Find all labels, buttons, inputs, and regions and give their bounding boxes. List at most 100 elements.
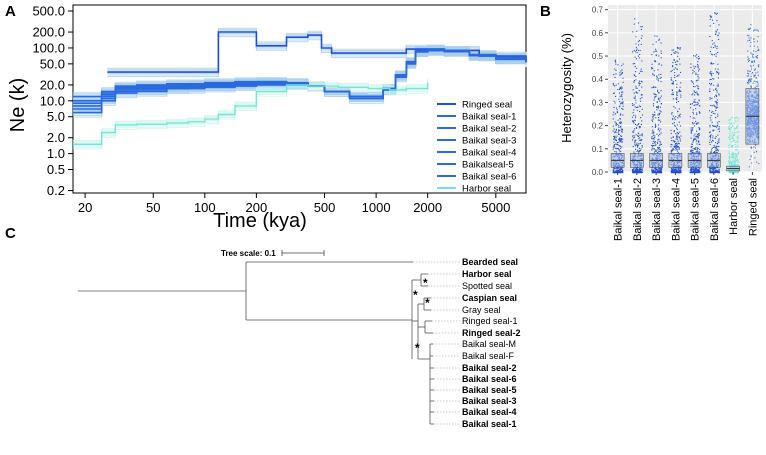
b-point <box>622 108 624 110</box>
b-point <box>632 168 634 170</box>
b-point <box>716 125 718 127</box>
b-point <box>637 41 639 43</box>
b-point <box>717 68 719 70</box>
b-point <box>730 141 732 143</box>
b-point <box>713 84 715 86</box>
b-point <box>616 140 618 142</box>
b-point <box>677 136 679 138</box>
b-point <box>695 151 697 153</box>
b-point <box>659 151 661 153</box>
b-point <box>732 152 734 154</box>
b-point <box>695 135 697 137</box>
b-point <box>613 100 615 102</box>
b-point <box>639 139 641 141</box>
b-point <box>676 99 678 101</box>
b-point <box>698 111 700 113</box>
b-point <box>640 28 642 30</box>
b-point <box>717 71 719 73</box>
b-point <box>671 144 673 146</box>
panel-b-letter: B <box>540 3 551 20</box>
b-point <box>734 160 736 162</box>
b-point <box>638 170 640 172</box>
b-point <box>639 50 641 52</box>
a-y-tick-label: 50.0 <box>40 56 65 71</box>
b-point <box>619 114 621 116</box>
b-point <box>674 140 676 142</box>
b-point <box>749 28 751 30</box>
b-point <box>635 92 637 94</box>
b-point <box>718 72 720 74</box>
b-point <box>651 138 653 140</box>
b-point <box>714 152 716 154</box>
b-point <box>690 168 692 170</box>
b-point <box>671 112 673 114</box>
b-point <box>654 111 656 113</box>
b-point <box>696 130 698 132</box>
b-point <box>751 68 753 70</box>
b-point <box>636 144 638 146</box>
b-point <box>635 46 637 48</box>
b-point <box>651 87 653 89</box>
b-point <box>709 51 711 53</box>
b-point <box>690 151 692 153</box>
b-point <box>734 160 736 162</box>
b-point <box>731 127 733 129</box>
b-point <box>618 92 620 94</box>
b-point <box>619 72 621 74</box>
b-point <box>651 167 653 169</box>
b-point <box>613 128 615 130</box>
tree-support-star-harbor: * <box>423 276 428 290</box>
b-point <box>718 172 720 174</box>
b-point <box>615 131 617 133</box>
b-point <box>692 122 694 124</box>
b-point <box>673 68 675 70</box>
b-point <box>693 167 695 169</box>
b-point <box>750 52 752 54</box>
b-point <box>718 38 720 40</box>
b-point <box>711 63 713 65</box>
b-point <box>710 152 712 154</box>
b-point <box>677 169 679 171</box>
b-point <box>676 94 678 96</box>
b-point <box>615 137 617 139</box>
b-point <box>674 125 676 127</box>
b-point <box>678 136 680 138</box>
b-point <box>634 172 636 174</box>
b-point <box>676 145 678 147</box>
b-point <box>635 58 637 60</box>
b-point <box>695 66 697 68</box>
b-point <box>620 170 622 172</box>
b-point <box>735 159 737 161</box>
b-point <box>620 113 622 115</box>
b-point <box>735 146 737 148</box>
b-point <box>631 103 633 105</box>
b-point <box>633 109 635 111</box>
b-point <box>717 150 719 152</box>
b-point <box>673 171 675 173</box>
b-point <box>757 85 759 87</box>
b-point <box>717 35 719 37</box>
a-legend-label: Baikal seal-3 <box>462 136 516 147</box>
b-point <box>670 132 672 134</box>
b-point <box>713 104 715 106</box>
b-point <box>658 63 660 65</box>
b-point <box>730 146 732 148</box>
b-point <box>674 51 676 53</box>
b-point <box>672 66 674 68</box>
a-y-tick-label: 20.0 <box>40 77 65 92</box>
b-point <box>713 54 715 56</box>
b-point <box>619 138 621 140</box>
b-point <box>695 147 697 149</box>
b-point <box>678 58 680 60</box>
b-point <box>748 70 750 72</box>
b-point <box>613 74 615 76</box>
b-point <box>693 67 695 69</box>
b-point <box>637 135 639 137</box>
b-point <box>634 97 636 99</box>
b-point <box>695 80 697 82</box>
b-point <box>614 144 616 146</box>
a-x-tick-label: 2000 <box>413 200 442 215</box>
b-point <box>640 142 642 144</box>
b-point <box>640 171 642 173</box>
